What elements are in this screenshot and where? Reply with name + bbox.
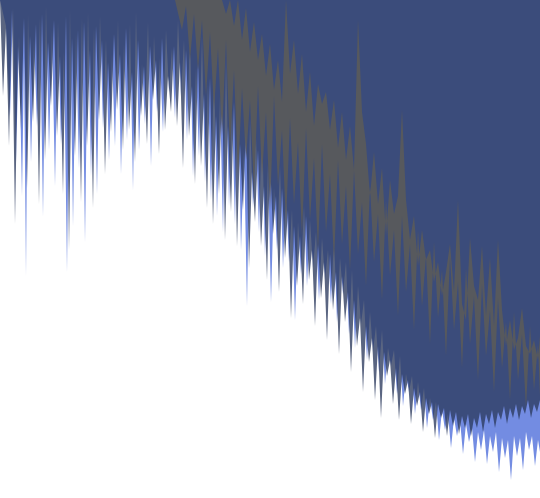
series-layer (0, 0, 540, 480)
series-3-area (175, 0, 540, 408)
series-2-area (0, 0, 540, 438)
